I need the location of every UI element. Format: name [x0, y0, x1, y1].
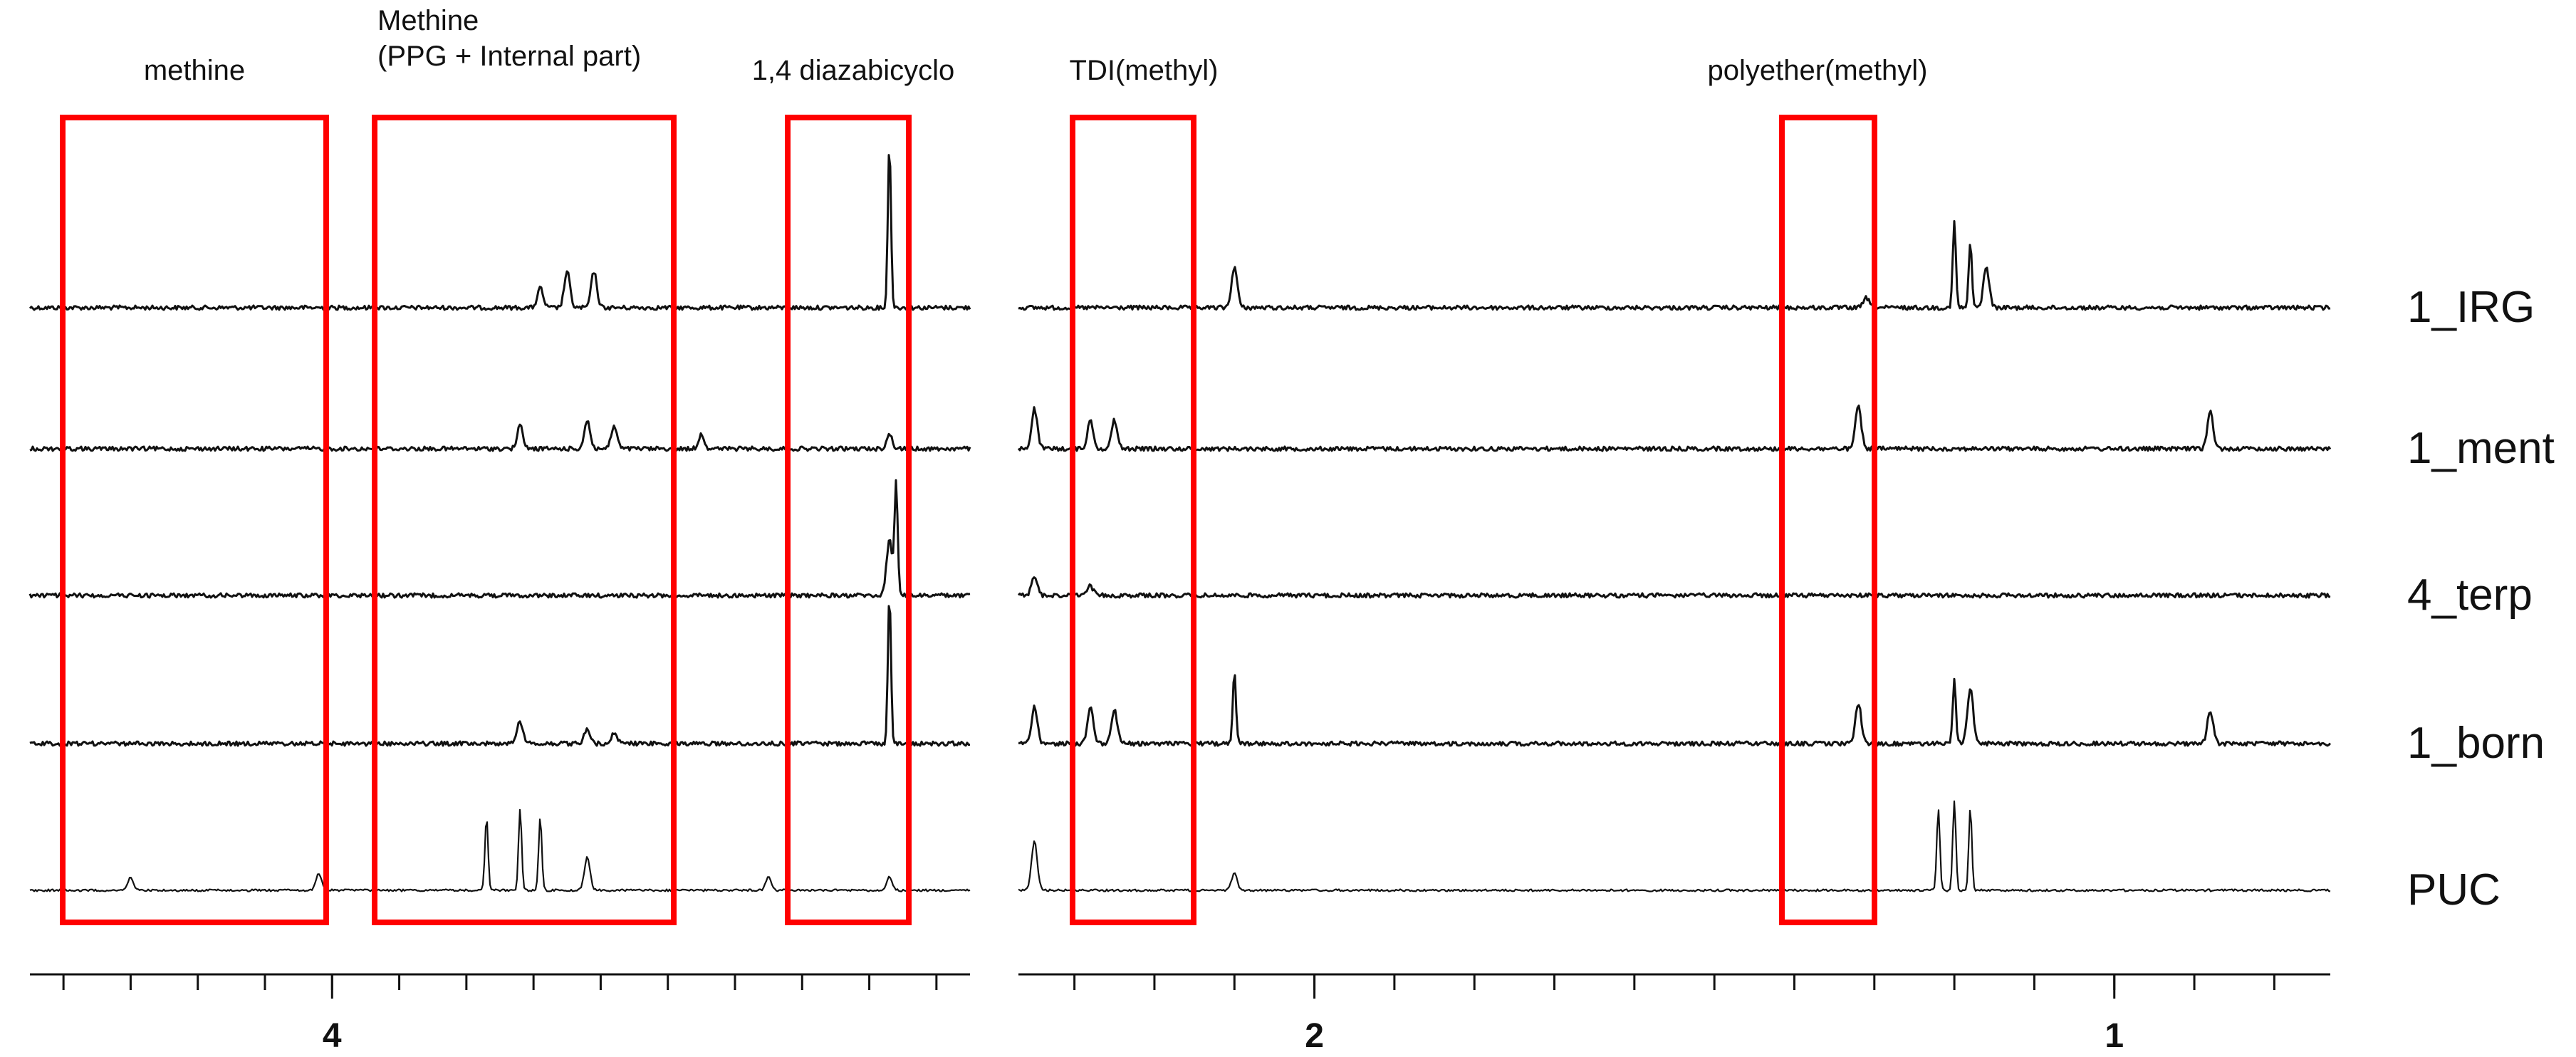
- region-label-2: Methine (PPG + Internal part): [377, 5, 641, 72]
- series-line-PUC-panel-1: [29, 808, 971, 892]
- region-box-5: [1779, 115, 1877, 925]
- region-label-5: polyether(methyl): [1707, 55, 1927, 86]
- region-label-1: methine: [144, 55, 245, 86]
- region-box-3: [785, 115, 912, 925]
- trace-layer: [28, 154, 2332, 892]
- legend-label-1_IRG: 1_IRG: [2407, 283, 2535, 332]
- series-line-1_IRG-panel-2: [1018, 220, 2331, 311]
- legend-label-1_ment: 1_ment: [2407, 424, 2555, 473]
- region-box-4: [1070, 115, 1196, 925]
- region-label-3: 1,4 diazabicyclo: [752, 55, 955, 86]
- x-tick-label-1: 1: [2105, 1017, 2124, 1055]
- series-line-1_IRG-panel-1: [28, 154, 971, 311]
- region-box-2: [372, 115, 677, 925]
- legend-label-1_born: 1_born: [2407, 719, 2545, 768]
- region-label-4: TDI(methyl): [1070, 55, 1219, 86]
- region-box-1: [60, 115, 329, 925]
- legend: 1_IRG 1_ment 4_terp 1_born PUC: [2407, 283, 2555, 915]
- x-tick-label-4: 4: [323, 1017, 342, 1055]
- legend-label-PUC: PUC: [2407, 865, 2501, 915]
- legend-label-4_terp: 4_terp: [2407, 571, 2533, 620]
- x-axis: 4 2 1: [30, 973, 2330, 1055]
- x-tick-label-2: 2: [1305, 1017, 1324, 1055]
- series-line-4_terp-panel-1: [28, 479, 971, 599]
- series-line-4_terp-panel-2: [1017, 576, 2331, 599]
- series-line-PUC-panel-2: [1018, 800, 2331, 892]
- series-line-1_born-panel-1: [29, 605, 971, 747]
- series-line-1_ment-panel-2: [1017, 405, 2332, 452]
- region-label-layer: methine Methine (PPG + Internal part) 1,4 d…: [144, 5, 1928, 86]
- series-line-1_born-panel-2: [1018, 674, 2332, 747]
- series-line-1_ment-panel-1: [29, 420, 971, 452]
- region-box-layer: [60, 115, 1877, 925]
